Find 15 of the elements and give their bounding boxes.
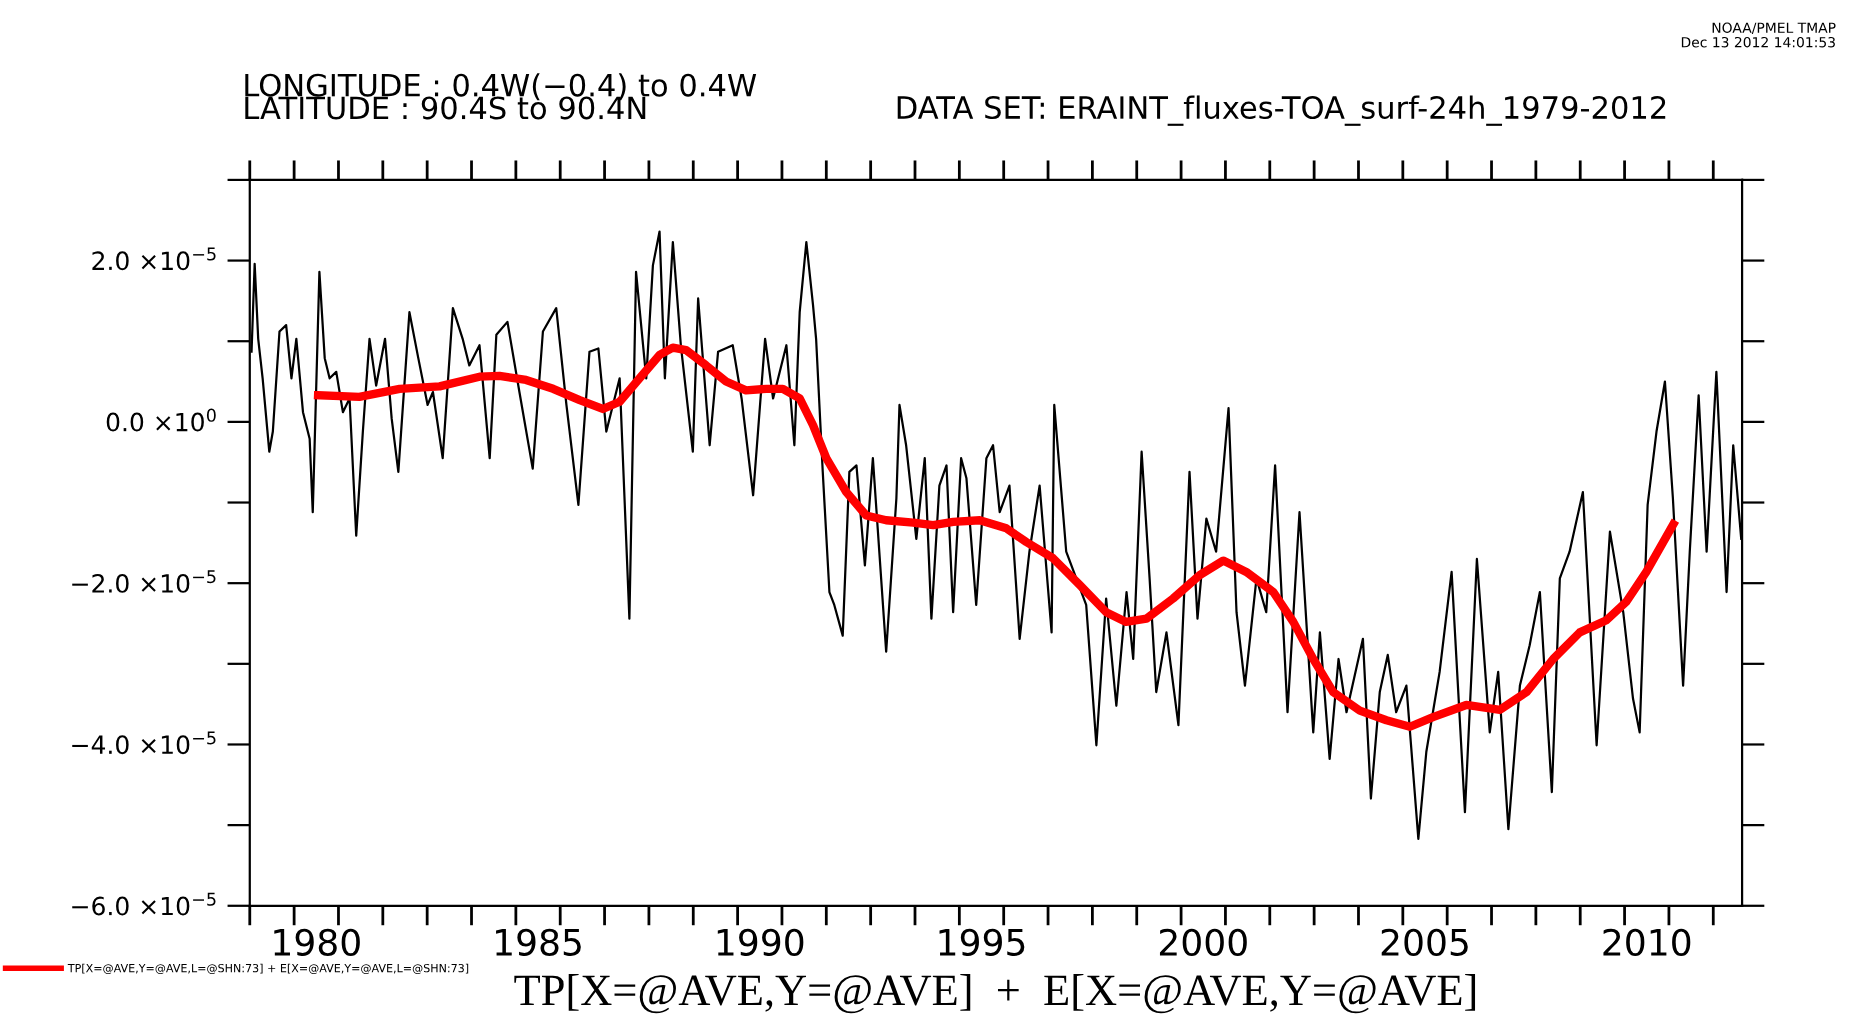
text: LATITUDE : 90.4S to 90.4N (245, 96, 646, 120)
y-tick-label: −2.0 ×10$^{−5}$ (72, 570, 216, 593)
y-tick-label: 0.0 ×10$^{0}$ (106, 408, 216, 432)
y-tick-label: −6.0 ×10$^{−5}$ (72, 892, 216, 916)
x-axis-title: TP[X=@AVE,Y=@AVE] + E[X=@AVE,Y=@AVE] (514, 974, 1476, 1014)
x-tick-label: 2000 (1159, 928, 1247, 956)
x-tick-label: 1980 (274, 928, 360, 956)
y-tick-label: 2.0 ×10$^{−5}$ (92, 247, 216, 271)
x-tick-label: 2010 (1603, 928, 1691, 956)
x-tick-label: 1995 (939, 928, 1025, 956)
x-tick-label: 1985 (496, 928, 581, 956)
x-tick-label: 1990 (717, 928, 804, 956)
text: DATA SET: ERAINT_fluxes-TOA_surf-24h_1979-2012 (897, 95, 1666, 126)
y-tick-label: −4.0 ×10$^{−5}$ (72, 731, 216, 755)
x-tick-label: 2005 (1381, 928, 1468, 956)
